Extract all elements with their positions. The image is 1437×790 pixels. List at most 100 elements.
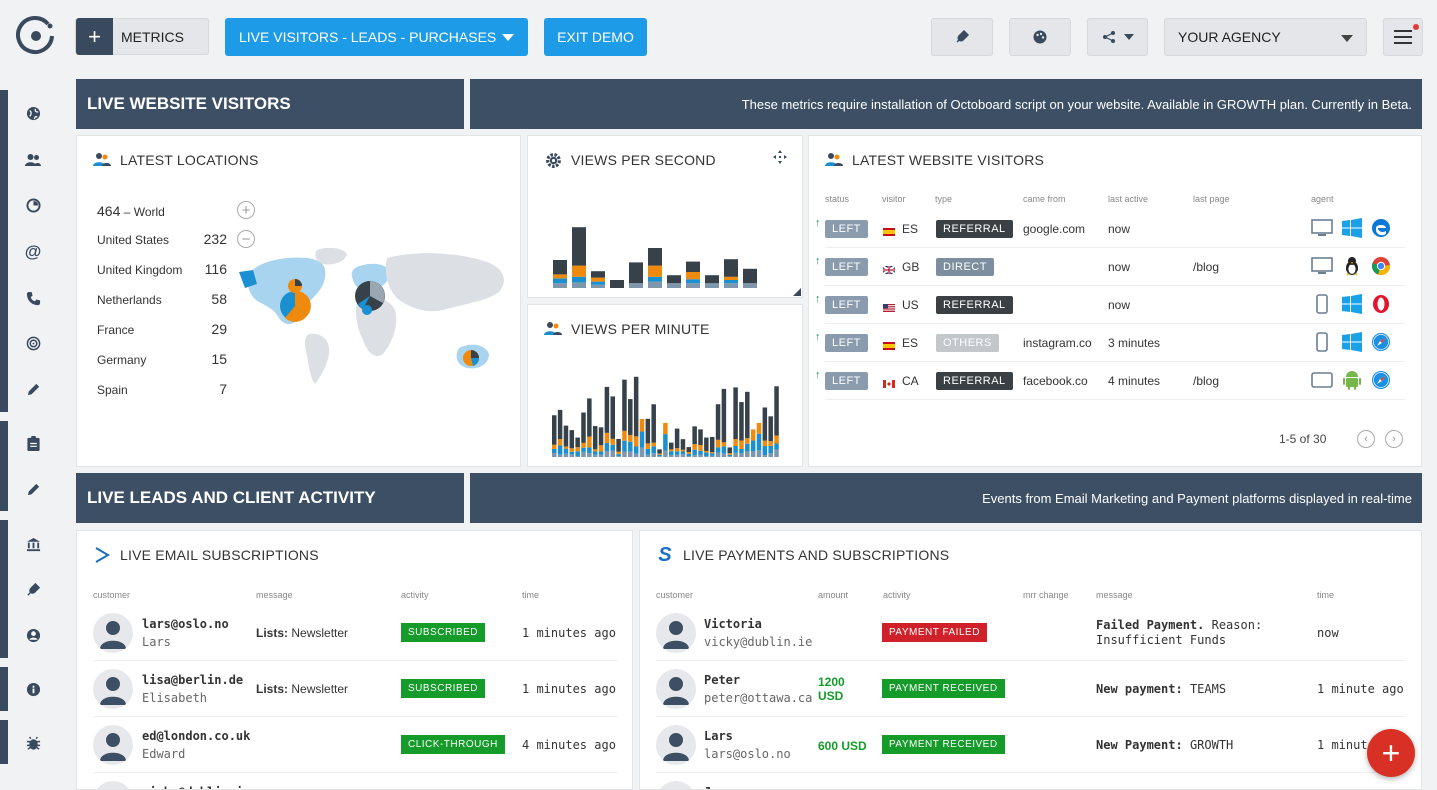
fingerprint-icon[interactable] <box>24 334 42 352</box>
info-icon[interactable] <box>24 680 42 698</box>
account-icon[interactable] <box>24 626 42 644</box>
main-menu-button[interactable] <box>1383 18 1423 56</box>
visitor-row[interactable]: ↑ LEFT ES REFERRAL google.com now <box>815 210 1405 248</box>
visitor-row[interactable]: ↑ LEFT GB DIRECT now/blog <box>815 248 1405 286</box>
location-country: Netherlands <box>97 293 162 307</box>
vpm-bar-segment <box>704 437 709 451</box>
location-row[interactable]: United States 232 <box>97 231 227 247</box>
add-metrics-button[interactable]: + METRICS <box>75 18 209 55</box>
email-row[interactable]: vicky@dublin.ie <box>93 773 618 789</box>
vpm-bar-segment <box>686 452 692 454</box>
zoom-out-button[interactable]: − <box>237 230 255 248</box>
vpm-bar-segment <box>651 442 656 447</box>
phone-icon[interactable] <box>24 289 42 307</box>
pencil-icon[interactable] <box>24 380 42 398</box>
location-country: United States <box>97 233 170 247</box>
visitor-row[interactable]: ↑ LEFT US REFERRAL now <box>815 286 1405 324</box>
message-value: TEAMS <box>1189 682 1227 696</box>
email-at-icon[interactable]: @ <box>24 242 42 261</box>
zoom-in-button[interactable]: + <box>237 201 255 219</box>
edge-icon <box>1370 217 1392 239</box>
integrations-button[interactable] <box>931 18 993 56</box>
payment-row[interactable]: Jane <box>656 773 1406 789</box>
came-from: google.com <box>1023 222 1086 236</box>
payment-row[interactable]: Victoria vicky@dublin.ie PAYMENT FAILED Fai… <box>656 605 1406 661</box>
visitor-row[interactable]: ↑ LEFT ES OTHERS instagram.co 3 minutes <box>815 324 1405 362</box>
user-avatar <box>656 669 696 709</box>
location-country: Spain <box>97 383 128 397</box>
clipboard-icon[interactable] <box>24 434 42 452</box>
hamburger-icon <box>1394 30 1412 32</box>
metrics-label: METRICS <box>121 28 184 45</box>
arrow-up-icon: ↑ <box>815 293 821 305</box>
card-title-text: VIEWS PER MINUTE <box>571 321 710 337</box>
vpm-bar-segment <box>633 436 639 447</box>
move-icon[interactable] <box>773 150 787 164</box>
vps-bar-segment <box>724 259 738 277</box>
customer-name: Jane <box>704 785 733 789</box>
hamburger-bar <box>1394 42 1412 44</box>
theme-button[interactable] <box>1009 18 1071 56</box>
vpm-bar-segment <box>756 450 762 457</box>
next-page-button[interactable]: › <box>1385 430 1403 448</box>
hamburger-bar <box>1394 36 1412 38</box>
globe-icon[interactable] <box>24 104 42 122</box>
vpm-bar-segment <box>581 447 586 452</box>
share-button[interactable] <box>1087 18 1148 56</box>
vpm-bar-segment <box>552 448 557 453</box>
prev-page-button[interactable]: ‹ <box>1357 430 1375 448</box>
vpm-bar-segment <box>645 448 651 455</box>
location-row[interactable]: United Kingdom 116 <box>97 261 227 277</box>
vpm-bar-segment <box>698 429 703 445</box>
visitor-row[interactable]: ↑ LEFT CA REFERRAL facebook.co 4 minutes/blog <box>815 362 1405 400</box>
edit-icon[interactable] <box>24 480 42 498</box>
agency-select[interactable]: YOUR AGENCY <box>1164 18 1367 56</box>
last-active: 4 minutes <box>1108 374 1161 388</box>
octoboard-logo[interactable] <box>16 16 56 56</box>
location-row[interactable]: Germany 15 <box>97 351 227 367</box>
vps-bar-segment <box>667 283 681 288</box>
customer-name: Victoria <box>704 617 762 631</box>
plug-icon[interactable] <box>24 580 42 598</box>
vps-bar-segment <box>648 248 662 266</box>
location-row[interactable]: France 29 <box>97 321 227 337</box>
vpm-bar-segment <box>552 444 557 449</box>
arrow-up-icon: ↑ <box>815 369 821 381</box>
vpm-bar-segment <box>633 453 639 457</box>
resize-handle-icon[interactable] <box>793 288 801 296</box>
vpm-bar-segment <box>721 442 727 447</box>
payment-row[interactable]: Lars lars@oslo.no 600 USD PAYMENT RECEIVED N… <box>656 717 1406 773</box>
add-widget-fab[interactable]: + <box>1367 729 1415 777</box>
col-header-visitor: visitor <box>882 194 906 204</box>
users-icon[interactable] <box>24 151 42 169</box>
dashboard-select[interactable]: LIVE VISITORS - LEADS - PURCHASES <box>225 18 528 56</box>
vpm-bar-segment <box>610 444 615 451</box>
arrow-up-icon: ↑ <box>815 331 821 343</box>
world-map[interactable] <box>237 244 515 386</box>
location-country: Germany <box>97 353 147 367</box>
email-row[interactable]: lars@oslo.no Lars Lists: Newsletter SUBSCRI… <box>93 605 618 661</box>
traffic-type-badge: REFERRAL <box>936 220 1013 238</box>
analytics-icon[interactable] <box>24 196 42 214</box>
android-icon <box>1341 369 1363 391</box>
email-row[interactable]: lisa@berlin.de Elisabeth Lists: Newsletter… <box>93 661 618 717</box>
payment-row[interactable]: Peter peter@ottawa.ca 1200 USD PAYMENT RECEI… <box>656 661 1406 717</box>
vps-bar-segment <box>648 281 662 288</box>
vps-bar-segment <box>705 275 719 284</box>
vpm-bar-segment <box>592 449 598 452</box>
vpm-bar-segment <box>563 425 569 447</box>
safari-icon <box>1370 331 1392 353</box>
vps-bar-segment <box>572 282 586 288</box>
email-row[interactable]: ed@london.co.uk Edward CLICK-THROUGH 4 min… <box>93 717 618 773</box>
bank-icon[interactable] <box>24 535 42 553</box>
es-flag-icon <box>883 223 895 241</box>
location-row[interactable]: Netherlands 58 <box>97 291 227 307</box>
bug-icon[interactable] <box>24 734 42 752</box>
location-row[interactable]: Spain 7 <box>97 381 227 397</box>
vpm-bar-segment <box>774 443 779 450</box>
vps-bar-segment <box>743 283 757 288</box>
vpm-bar-segment <box>639 419 645 432</box>
vpm-bar-segment <box>575 451 580 456</box>
windows-icon <box>1341 331 1363 353</box>
exit-demo-button[interactable]: EXIT DEMO <box>544 18 647 56</box>
